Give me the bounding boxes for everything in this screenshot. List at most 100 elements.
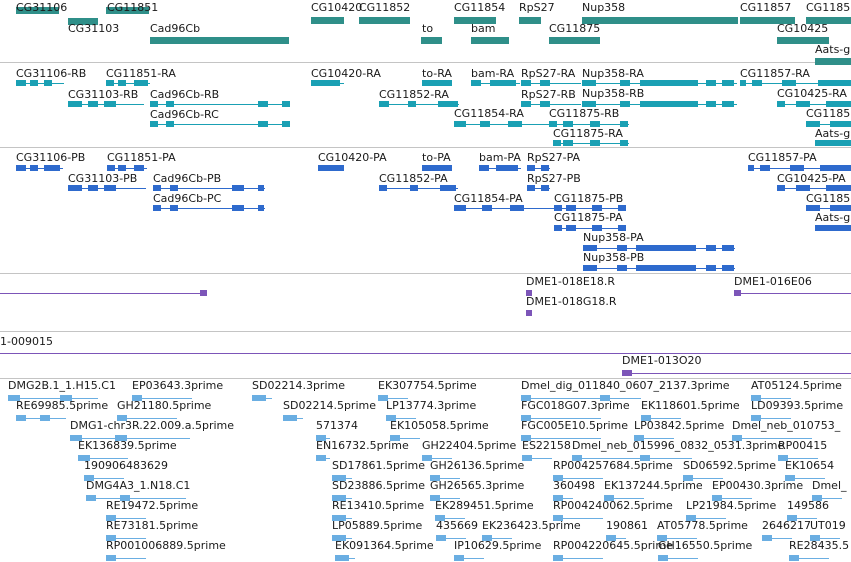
feature-exon-block[interactable] [785, 475, 795, 481]
feature-exon-block[interactable] [86, 495, 96, 501]
feature-exon-block[interactable] [150, 121, 158, 127]
feature-exon-block[interactable] [408, 101, 416, 107]
feature-exon-block[interactable] [386, 415, 396, 421]
feature-exon-block[interactable] [519, 17, 541, 24]
feature-exon-block[interactable] [527, 165, 535, 171]
feature-exon-block[interactable] [30, 80, 38, 86]
feature-exon-block[interactable] [454, 121, 466, 127]
feature-exon-block[interactable] [712, 495, 722, 501]
feature-exon-block[interactable] [16, 415, 26, 421]
feature-exon-block[interactable] [740, 80, 746, 86]
feature-exon-block[interactable] [318, 165, 344, 171]
feature-exon-block[interactable] [706, 101, 716, 107]
feature-exon-block[interactable] [789, 555, 799, 561]
feature-exon-block[interactable] [657, 535, 667, 541]
feature-exon-block[interactable] [106, 80, 114, 86]
feature-exon-block[interactable] [471, 37, 509, 44]
feature-exon-block[interactable] [790, 165, 804, 171]
feature-exon-block[interactable] [68, 18, 98, 25]
feature-exon-block[interactable] [232, 205, 244, 211]
feature-exon-block[interactable] [526, 290, 532, 296]
feature-exon-block[interactable] [410, 185, 418, 191]
feature-exon-block[interactable] [592, 225, 602, 231]
feature-exon-block[interactable] [806, 205, 820, 211]
feature-exon-block[interactable] [540, 101, 550, 107]
feature-exon-block[interactable] [553, 475, 563, 481]
feature-exon-block[interactable] [782, 80, 796, 86]
feature-exon-block[interactable] [777, 101, 785, 107]
feature-exon-block[interactable] [16, 165, 26, 171]
feature-exon-block[interactable] [153, 185, 161, 191]
feature-exon-block[interactable] [582, 101, 596, 107]
feature-exon-block[interactable] [508, 121, 522, 127]
feature-exon-block[interactable] [636, 245, 696, 251]
feature-exon-block[interactable] [553, 555, 563, 561]
feature-exon-block[interactable] [636, 265, 696, 271]
feature-exon-block[interactable] [422, 455, 432, 461]
feature-exon-block[interactable] [521, 415, 531, 421]
feature-exon-block[interactable] [541, 185, 549, 191]
feature-exon-block[interactable] [88, 185, 98, 191]
feature-exon-block[interactable] [379, 101, 389, 107]
feature-exon-block[interactable] [815, 140, 851, 146]
feature-exon-block[interactable] [554, 205, 562, 211]
feature-exon-block[interactable] [527, 185, 535, 191]
feature-exon-block[interactable] [436, 535, 446, 541]
feature-exon-block[interactable] [258, 205, 264, 211]
feature-exon-block[interactable] [617, 245, 627, 251]
feature-exon-block[interactable] [332, 515, 346, 521]
feature-exon-block[interactable] [335, 555, 349, 561]
feature-exon-block[interactable] [8, 395, 20, 401]
feature-exon-block[interactable] [117, 415, 127, 421]
feature-exon-block[interactable] [283, 415, 297, 421]
feature-exon-block[interactable] [430, 495, 440, 501]
feature-exon-block[interactable] [582, 80, 596, 86]
feature-exon-block[interactable] [658, 555, 668, 561]
feature-exon-block[interactable] [787, 515, 797, 521]
feature-exon-block[interactable] [820, 165, 851, 171]
feature-exon-block[interactable] [68, 101, 82, 107]
feature-exon-block[interactable] [683, 475, 693, 481]
feature-exon-block[interactable] [521, 101, 531, 107]
feature-exon-block[interactable] [553, 515, 563, 521]
feature-exon-block[interactable] [777, 185, 785, 191]
feature-exon-block[interactable] [583, 245, 597, 251]
feature-exon-block[interactable] [482, 205, 492, 211]
feature-exon-block[interactable] [600, 395, 610, 401]
feature-exon-block[interactable] [332, 495, 346, 501]
feature-exon-block[interactable] [258, 185, 264, 191]
feature-exon-block[interactable] [107, 165, 115, 171]
feature-exon-block[interactable] [118, 165, 126, 171]
feature-exon-block[interactable] [258, 101, 268, 107]
feature-exon-block[interactable] [622, 370, 632, 376]
feature-exon-block[interactable] [810, 535, 820, 541]
feature-exon-block[interactable] [30, 165, 38, 171]
feature-exon-block[interactable] [620, 80, 630, 86]
feature-exon-block[interactable] [132, 395, 142, 401]
feature-exon-block[interactable] [706, 265, 716, 271]
feature-exon-block[interactable] [522, 455, 532, 461]
feature-exon-block[interactable] [540, 80, 550, 86]
feature-exon-block[interactable] [311, 80, 340, 86]
feature-exon-block[interactable] [44, 80, 52, 86]
feature-exon-block[interactable] [620, 121, 628, 127]
feature-exon-block[interactable] [796, 185, 810, 191]
feature-exon-block[interactable] [830, 121, 851, 127]
feature-exon-block[interactable] [620, 140, 628, 146]
feature-exon-block[interactable] [563, 121, 573, 127]
feature-exon-block[interactable] [435, 515, 445, 521]
feature-exon-block[interactable] [618, 225, 626, 231]
feature-exon-block[interactable] [359, 17, 410, 24]
feature-exon-block[interactable] [722, 80, 734, 86]
feature-exon-block[interactable] [521, 435, 531, 441]
feature-exon-block[interactable] [282, 121, 290, 127]
feature-exon-block[interactable] [84, 475, 94, 481]
feature-exon-block[interactable] [521, 80, 531, 86]
feature-exon-block[interactable] [826, 185, 851, 191]
feature-exon-block[interactable] [78, 455, 90, 461]
feature-exon-block[interactable] [806, 17, 851, 24]
feature-exon-block[interactable] [421, 37, 442, 44]
feature-exon-block[interactable] [60, 395, 72, 401]
feature-exon-block[interactable] [454, 555, 464, 561]
feature-exon-block[interactable] [734, 290, 741, 296]
